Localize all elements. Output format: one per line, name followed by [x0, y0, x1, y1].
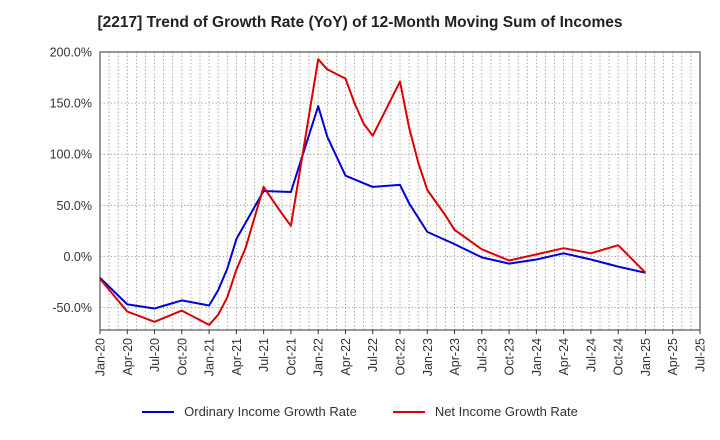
plot-frame	[99, 51, 701, 331]
x-tick-label: Oct-20	[175, 338, 189, 376]
legend-label-net-income: Net Income Growth Rate	[434, 404, 578, 419]
y-tick-label: -50.0%	[52, 301, 92, 315]
x-tick-label: Jul-22	[366, 338, 380, 372]
y-axis-ticks: 200.0% 150.0% 100.0% 50.0% 0.0% -50.0%	[50, 46, 92, 316]
y-tick-label: 150.0%	[50, 97, 92, 111]
y-tick-label: 100.0%	[50, 148, 92, 162]
x-tick-label: Jul-23	[475, 338, 489, 372]
series-line-net-income	[99, 58, 647, 326]
legend-item-net-income: Net Income Growth Rate	[392, 404, 578, 419]
x-tick-label: Jan-21	[203, 338, 217, 376]
y-tick-label: 200.0%	[50, 46, 92, 60]
x-tick-label: Jan-25	[639, 338, 653, 376]
x-tick-label: Apr-20	[121, 338, 135, 376]
x-tick-label: Oct-24	[612, 338, 626, 376]
legend-swatch-net-income	[392, 410, 425, 413]
x-tick-label: Oct-23	[503, 338, 517, 376]
x-tick-label: Jan-23	[421, 338, 435, 376]
legend-item-ordinary-income: Ordinary Income Growth Rate	[142, 404, 357, 419]
x-tick-label: Oct-22	[394, 338, 408, 376]
x-tick-label: Apr-23	[448, 338, 462, 376]
legend-swatch-ordinary-income	[142, 410, 175, 413]
series-line-ordinary-income	[99, 105, 646, 310]
x-tick-label: Jan-20	[94, 338, 108, 376]
x-tick-label: Oct-21	[284, 338, 298, 376]
x-tick-label: Jan-24	[530, 338, 544, 376]
series-lines	[99, 58, 647, 326]
grid	[99, 51, 701, 330]
x-tick-label: Jan-22	[312, 338, 326, 376]
x-tick-label: Apr-22	[339, 338, 353, 376]
chart-title: [2217] Trend of Growth Rate (YoY) of 12-…	[97, 14, 623, 31]
x-tick-label: Apr-21	[230, 338, 244, 376]
y-tick-label: 0.0%	[64, 250, 93, 264]
legend-label-ordinary-income: Ordinary Income Growth Rate	[184, 404, 357, 419]
y-tick-label: 50.0%	[57, 199, 92, 213]
x-axis-ticks: Jan-20 Apr-20 Jul-20 Oct-20 Jan-21 Apr-21 Jul-…	[94, 330, 708, 376]
x-tick-label: Jul-21	[257, 338, 271, 372]
x-tick-label: Jul-20	[148, 338, 162, 372]
x-tick-label: Apr-24	[557, 338, 571, 376]
x-tick-label: Jul-25	[694, 338, 708, 372]
x-tick-label: Jul-24	[584, 338, 598, 372]
legend: Ordinary Income Growth Rate Net Income G…	[0, 404, 720, 419]
x-tick-label: Apr-25	[666, 338, 680, 376]
